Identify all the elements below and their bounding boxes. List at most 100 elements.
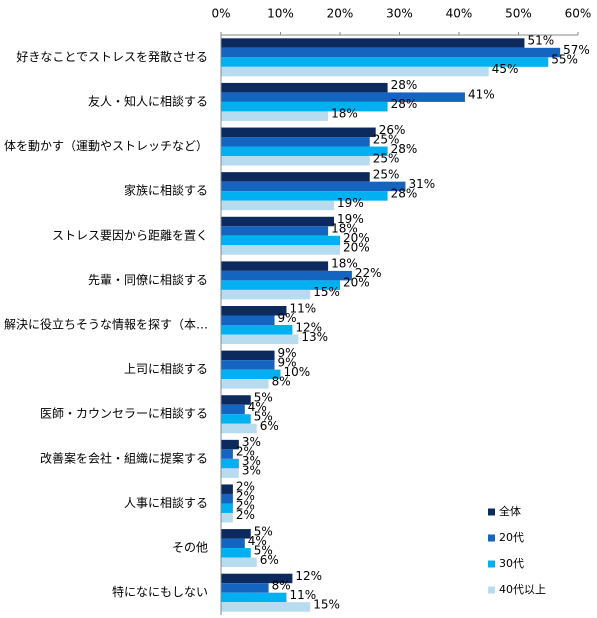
value-label: 5% — [254, 524, 273, 538]
value-label: 4% — [248, 534, 267, 548]
value-label: 18% — [331, 107, 358, 121]
value-label: 28% — [391, 97, 418, 111]
bar — [221, 512, 233, 523]
value-label: 22% — [355, 266, 382, 280]
legend-label: 20代 — [499, 531, 524, 544]
category-label: 家族に相談する — [124, 183, 208, 198]
category-label: 先輩・同僚に相談する — [88, 272, 208, 287]
value-label: 28% — [391, 78, 418, 92]
value-label: 5% — [254, 543, 273, 557]
x-tick-label: 30% — [386, 7, 413, 21]
bar — [221, 315, 275, 325]
x-tick-label: 60% — [565, 7, 592, 21]
bar — [221, 66, 489, 77]
value-label: 6% — [260, 419, 279, 433]
value-label: 19% — [337, 196, 364, 210]
value-label: 4% — [248, 400, 267, 414]
bar — [221, 191, 388, 201]
value-label: 25% — [373, 132, 400, 146]
x-tick-label: 0% — [211, 7, 230, 21]
bar — [221, 289, 311, 300]
value-label: 5% — [254, 390, 273, 404]
bar — [221, 395, 251, 405]
value-label: 20% — [343, 241, 370, 255]
bar — [221, 350, 275, 361]
bar — [221, 57, 549, 67]
bar — [221, 449, 233, 459]
bar — [221, 325, 293, 335]
bar — [221, 548, 251, 558]
value-label: 51% — [527, 34, 554, 48]
bar — [221, 245, 340, 255]
bar — [221, 127, 376, 138]
legend-label: 40代以上 — [499, 583, 546, 596]
value-label: 2% — [236, 489, 255, 503]
bar — [221, 38, 525, 48]
bar — [221, 146, 388, 157]
bar — [221, 468, 239, 478]
legend-label: 30代 — [499, 557, 524, 570]
value-label: 15% — [313, 597, 340, 611]
value-label: 11% — [289, 588, 316, 602]
value-label: 55% — [551, 53, 578, 67]
bar — [221, 216, 335, 227]
bar — [221, 172, 370, 182]
legend-label: 全体 — [499, 504, 521, 518]
value-label: 11% — [289, 301, 316, 315]
value-label: 3% — [242, 464, 261, 478]
value-label: 18% — [331, 222, 358, 236]
bar — [221, 181, 406, 192]
value-label: 12% — [295, 320, 322, 334]
bar — [221, 280, 340, 290]
bar — [221, 47, 561, 58]
value-label: 13% — [301, 330, 328, 344]
bar — [221, 493, 233, 504]
value-label: 25% — [373, 151, 400, 165]
value-label: 31% — [408, 177, 435, 191]
bar — [221, 261, 329, 271]
value-label: 6% — [260, 553, 279, 567]
value-label: 12% — [295, 569, 322, 583]
category-label: 人事に相談する — [124, 495, 208, 510]
category-label: 体を動かす（運動やストレッチなど） — [4, 139, 208, 153]
value-label: 41% — [468, 88, 495, 102]
value-label: 5% — [254, 409, 273, 423]
category-label: 友人・知人に相談する — [88, 93, 208, 108]
category-label: 上司に相談する — [124, 361, 208, 376]
value-label: 8% — [272, 578, 291, 592]
value-label: 28% — [391, 186, 418, 200]
bar — [221, 414, 251, 424]
value-label: 45% — [492, 62, 519, 76]
bar — [221, 306, 287, 316]
value-label: 3% — [242, 435, 261, 449]
bar — [221, 270, 352, 281]
bar — [221, 334, 299, 344]
value-label: 18% — [331, 257, 358, 271]
bar — [221, 583, 269, 593]
category-label: 解決に役立ちそうな情報を探す（本… — [4, 317, 208, 332]
category-label: 改善案を会社・組織に提案する — [40, 450, 208, 465]
bar — [221, 360, 275, 370]
value-label: 3% — [242, 454, 261, 468]
bar — [221, 458, 239, 469]
legend-swatch — [488, 586, 495, 594]
x-tick-label: 40% — [446, 7, 473, 21]
bar — [221, 82, 388, 93]
legend-swatch — [488, 508, 495, 516]
legend-swatch — [488, 534, 495, 542]
bar — [221, 538, 245, 549]
value-label: 9% — [278, 355, 297, 369]
bar — [221, 137, 370, 147]
bar — [221, 226, 329, 236]
bar — [221, 379, 269, 389]
bar — [221, 404, 245, 415]
bar — [221, 423, 257, 434]
x-tick-label: 50% — [505, 7, 532, 21]
value-label: 20% — [343, 231, 370, 245]
bar — [221, 592, 287, 603]
value-label: 2% — [236, 445, 255, 459]
bar — [221, 156, 370, 166]
value-label: 8% — [272, 374, 291, 388]
value-label: 2% — [236, 499, 255, 513]
